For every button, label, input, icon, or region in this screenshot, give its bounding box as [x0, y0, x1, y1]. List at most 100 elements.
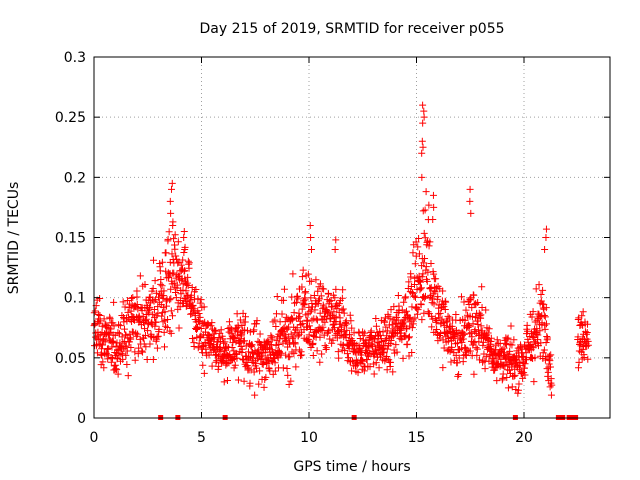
- data-point: [114, 370, 122, 378]
- data-point: [417, 301, 425, 309]
- x-tick-label: 5: [197, 430, 206, 446]
- data-point: [252, 320, 260, 328]
- data-point: [461, 316, 469, 324]
- data-point: [507, 322, 515, 330]
- data-point: [422, 188, 430, 196]
- data-point: [458, 338, 466, 346]
- data-point: [295, 346, 303, 354]
- data-point: [246, 379, 254, 387]
- data-point: [373, 349, 381, 357]
- data-point: [238, 345, 246, 353]
- data-point: [133, 293, 141, 301]
- y-tick-label: 0.25: [55, 110, 86, 126]
- data-point: [190, 343, 198, 351]
- plot-frame: [93, 56, 611, 419]
- data-point: [241, 313, 249, 321]
- data-point: [184, 282, 192, 290]
- data-point: [415, 250, 423, 258]
- data-point: [161, 316, 169, 324]
- data-point: [144, 327, 152, 335]
- data-point: [340, 309, 348, 317]
- data-point: [407, 273, 415, 281]
- data-point: [501, 354, 509, 362]
- data-point: [386, 314, 394, 322]
- data-point: [298, 283, 306, 291]
- data-point: [299, 320, 307, 328]
- data-point: [197, 296, 205, 304]
- data-point: [372, 322, 380, 330]
- data-point: [474, 298, 482, 306]
- data-point: [295, 309, 303, 317]
- data-point: [322, 306, 330, 314]
- data-point: [309, 352, 317, 360]
- data-point: [343, 350, 351, 358]
- data-point: [411, 260, 419, 268]
- data-point: [305, 331, 313, 339]
- data-point: [123, 347, 131, 355]
- data-point: [301, 289, 309, 297]
- data-point: [322, 344, 330, 352]
- data-point: [179, 286, 187, 294]
- data-point: [388, 321, 396, 329]
- data-point: [163, 302, 171, 310]
- data-point: [175, 324, 183, 332]
- data-point: [229, 339, 237, 347]
- data-point: [413, 304, 421, 312]
- data-point: [546, 357, 554, 365]
- data-point: [281, 337, 289, 345]
- data-point: [332, 236, 340, 244]
- data-point: [344, 354, 352, 362]
- data-point: [425, 242, 433, 250]
- data-point: [542, 234, 550, 241]
- data-point: [114, 347, 122, 355]
- data-point: [418, 173, 426, 181]
- data-point: [454, 372, 462, 380]
- data-point: [501, 362, 509, 370]
- data-point: [115, 321, 123, 329]
- data-point: [127, 294, 135, 302]
- data-point: [460, 330, 468, 338]
- data-point: [196, 299, 204, 307]
- data-point: [273, 293, 281, 301]
- data-point: [334, 301, 342, 309]
- data-point: [410, 292, 418, 300]
- data-point: [291, 299, 299, 307]
- data-point: [292, 363, 300, 371]
- data-point: [418, 149, 426, 157]
- data-point: [113, 366, 121, 374]
- data-point: [167, 329, 175, 337]
- data-point: [582, 330, 590, 338]
- data-point: [432, 318, 440, 326]
- data-point: [179, 256, 187, 264]
- data-point: [382, 323, 390, 331]
- data-point: [467, 209, 475, 217]
- data-point: [95, 341, 103, 349]
- data-point: [159, 318, 167, 326]
- data-point: [479, 341, 487, 349]
- data-point: [544, 334, 552, 342]
- data-point: [429, 215, 437, 223]
- data-point: [212, 358, 220, 366]
- data-point: [540, 312, 548, 320]
- data-point: [286, 353, 294, 361]
- data-point: [523, 327, 531, 335]
- data-point: [123, 360, 131, 368]
- data-point: [290, 350, 298, 358]
- data-point: [420, 113, 428, 121]
- data-point: [335, 354, 343, 362]
- data-point: [394, 292, 402, 300]
- data-point: [240, 337, 248, 345]
- data-point: [287, 377, 295, 385]
- data-point: [415, 234, 423, 242]
- data-point: [208, 319, 216, 327]
- data-point: [162, 249, 170, 257]
- data-point: [400, 298, 408, 306]
- data-point: [443, 318, 451, 326]
- data-point: [187, 291, 195, 299]
- data-point: [98, 345, 106, 353]
- data-point: [470, 339, 478, 347]
- x-tick-label: 15: [408, 430, 426, 446]
- data-point: [104, 355, 112, 363]
- data-point: [239, 355, 247, 363]
- data-point: [280, 285, 288, 293]
